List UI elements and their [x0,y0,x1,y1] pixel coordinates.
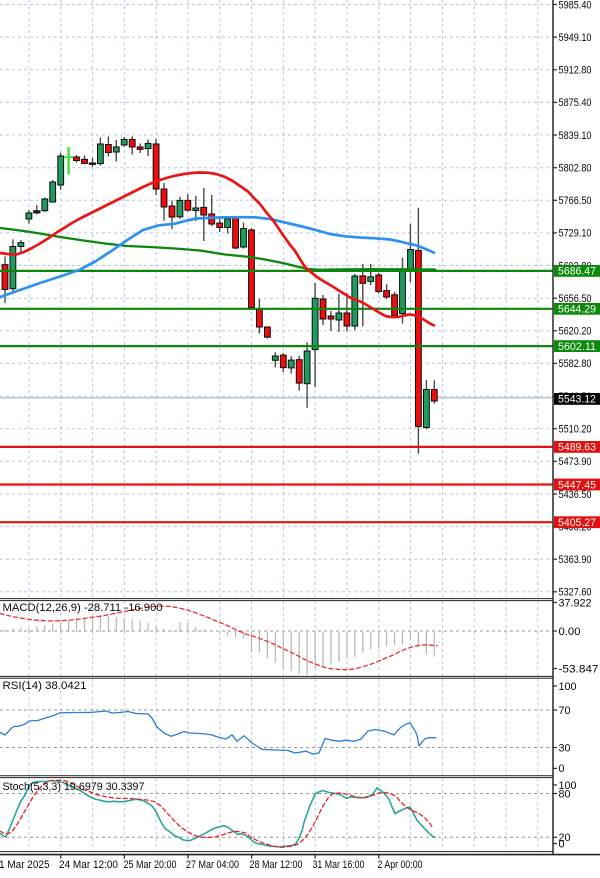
svg-text:5985.40: 5985.40 [559,0,592,11]
svg-text:5489.63: 5489.63 [558,442,596,454]
svg-text:100: 100 [559,681,577,693]
svg-text:5949.10: 5949.10 [559,32,592,44]
svg-text:37.922: 37.922 [559,597,592,609]
svg-text:5620.20: 5620.20 [559,326,592,338]
svg-text:5686.47: 5686.47 [558,266,596,278]
svg-text:5582.80: 5582.80 [559,358,592,370]
svg-text:5327.60: 5327.60 [559,587,592,599]
svg-text:27 Mar 04:00: 27 Mar 04:00 [186,859,239,871]
svg-text:5644.29: 5644.29 [558,304,596,316]
svg-text:5839.10: 5839.10 [559,130,592,142]
svg-text:70: 70 [559,705,571,717]
svg-text:5766.50: 5766.50 [559,195,592,207]
svg-text:80: 80 [559,788,571,800]
svg-text:MACD(12,26,9) -28.711 -16.900: MACD(12,26,9) -28.711 -16.900 [3,602,163,614]
svg-text:28 Mar 12:00: 28 Mar 12:00 [250,859,303,871]
svg-text:0: 0 [559,763,565,775]
svg-text:Stoch(5,3,3) 19.6979 30.3397: Stoch(5,3,3) 19.6979 30.3397 [3,781,145,793]
svg-text:2 Apr 00:00: 2 Apr 00:00 [378,859,423,871]
svg-text:30: 30 [559,742,571,754]
svg-text:5602.11: 5602.11 [558,341,596,353]
svg-text:31 Mar 16:00: 31 Mar 16:00 [313,859,365,871]
svg-text:5510.20: 5510.20 [559,424,592,436]
svg-text:24 Mar 12:00: 24 Mar 12:00 [59,859,118,871]
svg-text:5912.80: 5912.80 [559,65,592,77]
svg-text:5405.27: 5405.27 [558,517,596,529]
svg-text:5802.80: 5802.80 [559,163,592,175]
svg-text:-53.847: -53.847 [559,663,599,675]
svg-text:100: 100 [559,780,577,792]
svg-text:RSI(14) 38.0421: RSI(14) 38.0421 [3,680,87,692]
svg-text:5363.90: 5363.90 [559,554,592,566]
svg-text:20: 20 [559,832,571,844]
svg-text:0: 0 [559,838,565,850]
svg-text:5447.45: 5447.45 [558,479,596,491]
svg-text:21 Mar 2025: 21 Mar 2025 [0,859,50,871]
svg-text:0.00: 0.00 [559,626,581,638]
svg-text:5656.50: 5656.50 [559,293,592,305]
svg-text:5875.40: 5875.40 [559,97,592,109]
svg-text:5729.10: 5729.10 [559,228,592,240]
svg-text:5436.50: 5436.50 [559,489,592,501]
svg-text:25 Mar 20:00: 25 Mar 20:00 [124,859,177,871]
svg-text:5473.90: 5473.90 [559,456,592,468]
svg-text:5543.12: 5543.12 [558,394,596,406]
